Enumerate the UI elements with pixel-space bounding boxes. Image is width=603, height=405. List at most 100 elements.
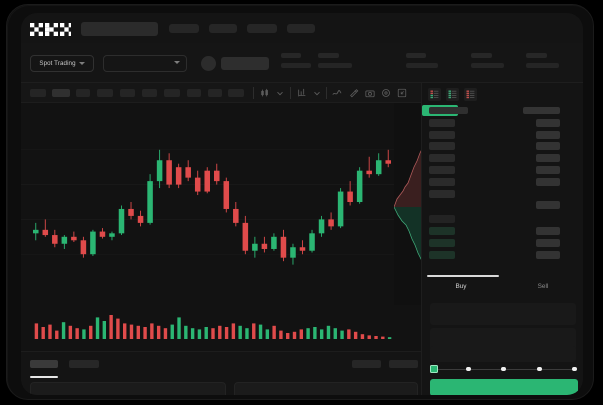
timeframe-more[interactable] bbox=[228, 89, 244, 97]
orderbook-ask-row[interactable] bbox=[429, 131, 455, 139]
toolbar-divider bbox=[326, 87, 327, 99]
timeframe-15m[interactable] bbox=[97, 89, 113, 97]
slider-stop-75[interactable] bbox=[537, 366, 542, 372]
candlestick-chart-icon[interactable] bbox=[260, 88, 270, 98]
nav-item-earn[interactable] bbox=[247, 24, 277, 33]
orderbook-layout-both-icon[interactable] bbox=[428, 88, 441, 101]
orderbook-header-left bbox=[429, 107, 468, 114]
stat-24h-high bbox=[318, 53, 352, 68]
market-info-bar: Spot Trading bbox=[21, 43, 583, 83]
fullscreen-icon[interactable] bbox=[397, 88, 407, 98]
search-input[interactable] bbox=[81, 22, 158, 36]
timeframe-5m[interactable] bbox=[76, 89, 90, 97]
orderbook-ask-row[interactable] bbox=[429, 190, 455, 198]
stat-24h-change bbox=[281, 53, 311, 68]
stat-label bbox=[471, 53, 492, 58]
magnet-icon[interactable] bbox=[349, 88, 359, 98]
active-tab-indicator bbox=[30, 376, 58, 378]
stat-label bbox=[318, 53, 339, 58]
action-cancel-all[interactable] bbox=[389, 360, 418, 368]
order-price-field[interactable] bbox=[430, 303, 576, 325]
stat-label bbox=[406, 53, 426, 58]
trading-mode-selector[interactable]: Spot Trading bbox=[30, 55, 94, 72]
timeframe-time[interactable] bbox=[30, 89, 46, 97]
amount-slider[interactable] bbox=[430, 364, 578, 374]
orderbook-ask-row[interactable] bbox=[429, 142, 455, 150]
orderbook-spread-size bbox=[536, 201, 560, 209]
chart-type-chevron-down-icon[interactable] bbox=[275, 88, 285, 98]
order-entry-panel: Buy Sell bbox=[421, 83, 583, 395]
coin-avatar-icon bbox=[201, 56, 216, 71]
orderbook-bid-size bbox=[536, 227, 560, 235]
tab-buy[interactable]: Buy bbox=[455, 283, 467, 290]
timeframe-1w[interactable] bbox=[208, 89, 222, 97]
chart-gridlines bbox=[21, 149, 421, 255]
orderbook-ask-size bbox=[536, 178, 560, 186]
volume-chart bbox=[21, 309, 421, 351]
last-price-value bbox=[221, 57, 269, 70]
slider-stop-25[interactable] bbox=[466, 366, 471, 372]
chevron-down-icon bbox=[174, 61, 180, 64]
stat-value bbox=[406, 63, 438, 68]
orderbook-bid-row[interactable] bbox=[429, 215, 455, 223]
orderbook[interactable] bbox=[422, 105, 583, 275]
orderbook-ask-row[interactable] bbox=[429, 166, 455, 174]
buy-submit-button[interactable] bbox=[430, 379, 578, 395]
orderbook-ask-row[interactable] bbox=[429, 154, 455, 162]
settings-gear-icon[interactable] bbox=[381, 88, 391, 98]
chart-toolbar bbox=[21, 83, 421, 103]
order-side-tabs: Buy Sell bbox=[422, 275, 583, 299]
top-navigation-bar bbox=[21, 13, 583, 43]
orderbook-bid-row[interactable] bbox=[429, 227, 455, 235]
slider-stop-100[interactable] bbox=[572, 366, 577, 372]
order-amount-field[interactable] bbox=[430, 328, 576, 350]
timeframe-1d[interactable] bbox=[187, 89, 201, 97]
nav-item-more[interactable] bbox=[287, 24, 315, 33]
stat-24h-low bbox=[406, 53, 438, 68]
indicators-chevron-down-icon[interactable] bbox=[312, 88, 322, 98]
slider-stop-50[interactable] bbox=[501, 366, 506, 372]
tab-sell[interactable]: Sell bbox=[537, 283, 549, 290]
orderbook-header-right bbox=[523, 107, 560, 114]
action-hide-other-pairs[interactable] bbox=[352, 360, 381, 368]
slider-handle[interactable] bbox=[430, 365, 438, 373]
nav-item-markets[interactable] bbox=[209, 24, 237, 33]
timeframe-1m[interactable] bbox=[52, 89, 70, 97]
bottom-panel-left bbox=[30, 382, 226, 395]
orderbook-bid-row[interactable] bbox=[429, 251, 455, 259]
timeframe-4h[interactable] bbox=[164, 89, 180, 97]
toolbar-divider bbox=[253, 87, 254, 99]
volume-bar-series bbox=[34, 315, 392, 339]
stat-value bbox=[526, 63, 559, 68]
stat-value bbox=[471, 63, 504, 68]
tab-open-orders[interactable] bbox=[30, 360, 58, 368]
tab-order-history[interactable] bbox=[69, 360, 99, 368]
camera-icon[interactable] bbox=[365, 88, 375, 98]
orderbook-layout-bids-icon[interactable] bbox=[446, 88, 459, 101]
bottom-panel-right bbox=[234, 382, 418, 395]
okx-logo-icon[interactable] bbox=[30, 23, 71, 36]
orderbook-ask-size bbox=[536, 131, 560, 139]
orderbook-bid-row[interactable] bbox=[429, 239, 455, 247]
orderbook-bid-size bbox=[536, 251, 560, 259]
stat-label bbox=[526, 53, 547, 58]
orderbook-bid-size bbox=[536, 239, 560, 247]
timeframe-1h[interactable] bbox=[142, 89, 157, 97]
side-tab-indicator bbox=[427, 275, 499, 277]
stat-label bbox=[281, 53, 301, 58]
price-chart[interactable] bbox=[21, 103, 421, 309]
trading-mode-label: Spot Trading bbox=[39, 60, 76, 67]
stat-value bbox=[318, 63, 352, 68]
indicators-icon[interactable] bbox=[297, 88, 307, 98]
orderbook-layout-asks-icon[interactable] bbox=[464, 88, 477, 101]
chevron-down-icon bbox=[78, 62, 85, 65]
candlestick-chart-canvas bbox=[21, 149, 421, 265]
trading-pair-select[interactable] bbox=[103, 55, 187, 72]
orderbook-ask-row[interactable] bbox=[429, 119, 455, 127]
line-drawing-icon[interactable] bbox=[332, 88, 342, 98]
timeframe-30m[interactable] bbox=[120, 89, 135, 97]
order-total-field[interactable] bbox=[430, 346, 576, 362]
nav-item-trade[interactable] bbox=[169, 24, 199, 33]
orderbook-ask-size bbox=[536, 166, 560, 174]
orderbook-ask-row[interactable] bbox=[429, 178, 455, 186]
